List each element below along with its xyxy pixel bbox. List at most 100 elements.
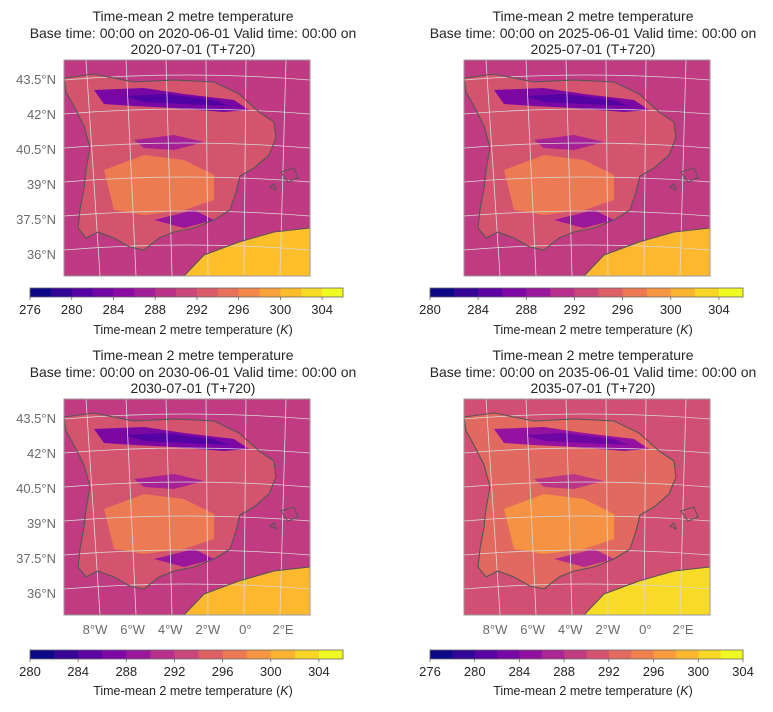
parallel-gridline [64,549,310,556]
colorbar-tick-label: 288 [144,302,166,317]
x-tick-label: 0° [639,622,651,637]
colorbar-segment [30,650,55,659]
colorbar-tick-label: 280 [61,302,83,317]
meridian-gridline [279,399,287,615]
y-tick-label: 43.5°N [16,411,56,426]
colorbar-segment [564,650,587,659]
africa-coastline [183,566,310,615]
parallel-gridline [464,481,710,488]
colorbar-segment [54,650,79,659]
africa-coastline [583,566,710,615]
colorbar: 280 284 288 292 296 300 304 [419,287,744,317]
colorbar-frame [429,649,744,660]
parallel-gridline [464,108,710,115]
x-tick-label: 6°W [120,622,145,637]
colorbar-tick-label: 284 [67,664,89,679]
meridian-gridline [525,60,537,276]
meridian-gridline [679,399,687,615]
colorbar-segment [430,650,453,659]
colorbar-segment [78,650,103,659]
colorbar-tick-label: 284 [509,664,531,679]
parallel-gridline [64,515,310,522]
colorbar-tick-label: 304 [732,664,754,679]
sierra-field [154,210,214,228]
x-tick-label: 2°E [272,622,293,637]
colorbar-segment [718,288,744,297]
parallel-gridline [64,583,310,590]
sierra-field [154,549,214,567]
high-mountain-field [124,433,229,445]
parallel-gridline [464,413,710,420]
colorbar-tick-label: 280 [464,664,486,679]
map-frame [63,398,311,616]
meridian-gridline [85,60,101,276]
colorbar-label: Time-mean 2 metre temperature (K) [493,684,693,698]
colorbar-segment [574,288,599,297]
meridian-gridline [605,399,609,615]
colorbar-tick-label: 304 [311,302,333,317]
temperature-map: 43.5°N 42°N 40.5°N 39°N 37.5°N 36°N 8°W 6°W 4°W 2… [16,398,311,637]
africa-field [184,567,310,615]
map-plot-area [463,59,711,277]
colorbar-tick-label: 276 [19,302,41,317]
meridian-gridline [485,60,501,276]
map-field [464,60,710,276]
y-tick-label: 42°N [27,446,56,461]
parallel-gridline [64,447,310,454]
y-tick-label: 39°N [27,177,56,192]
colorbar-tick-label: 292 [598,664,620,679]
colorbar-segment [586,650,610,659]
y-tick-label: 36°N [27,586,56,601]
y-tick-label: 39°N [27,516,56,531]
chart-panel-2035: Time-mean 2 metre temperature Base time:… [400,339,773,698]
colorbar: 276 280 284 288 292 296 300 304 [419,649,754,679]
meridian-gridline [605,60,609,276]
meridian-gridline [85,399,101,615]
y-tick-label: 36°N [27,247,56,262]
colorbar-segment [126,650,151,659]
x-tick-label: 0° [239,622,251,637]
colorbar-segment [217,288,240,297]
colorbar-tick-label: 300 [660,302,682,317]
colorbar-tick-label: 276 [419,664,441,679]
parallel-gridline [464,74,710,81]
map-frame [63,59,311,277]
colorbar-body: 280 284 288 292 296 300 304 [419,287,744,317]
africa-coastline [183,227,310,276]
chart-title: Time-mean 2 metre temperature Base time:… [429,347,757,396]
high-mountain-field [524,94,629,106]
colorbar-segment [497,650,520,659]
colorbar-label-text: Time-mean 2 metre temperature [493,323,673,337]
colorbar-tick-label: 304 [708,302,730,317]
colorbar-segment [430,288,455,297]
island-coastline [269,183,277,191]
x-tick-label: 2°E [672,622,693,637]
colorbar-segment [653,650,677,659]
colorbar-segment [598,288,624,297]
parallel-gridline [464,583,710,590]
colorbar-segment [71,288,93,297]
colorbar-unit: K [680,684,689,698]
colorbar-segment [541,650,565,659]
central-range-field [134,474,204,489]
colorbar-segment [113,288,135,297]
meridian-gridline [205,60,209,276]
coastline [464,73,677,251]
map-frame [463,59,711,277]
africa-coastline [583,227,710,276]
sierra-field [554,549,614,567]
colorbar-segment [198,650,224,659]
warm-interior-field [104,155,214,215]
colorbar-segment [134,288,156,297]
y-tick-label: 37.5°N [16,212,56,227]
colorbar-tick-label: 288 [515,302,537,317]
island-coastline [680,506,699,522]
parallel-gridline [64,108,310,115]
parallel-gridline [64,142,310,149]
colorbar-tick-label: 292 [564,302,586,317]
colorbar-segment [294,650,320,659]
colorbar-segment [452,650,476,659]
colorbar-segment [454,288,479,297]
meridian-gridline [485,399,501,615]
colorbar-tick-label: 300 [687,664,709,679]
